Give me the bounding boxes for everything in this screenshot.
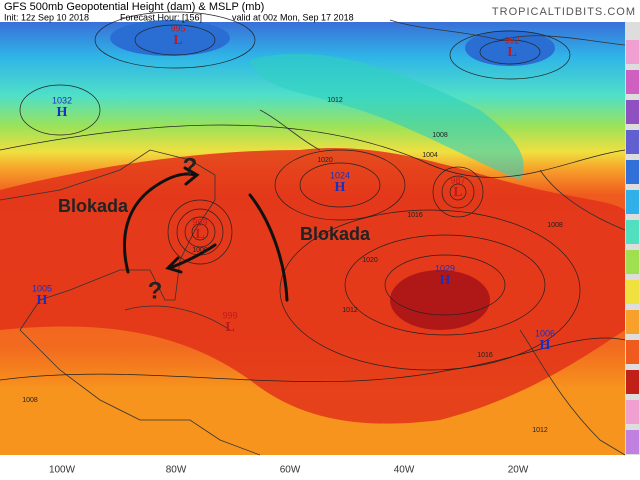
isobar-label: 1000: [192, 247, 208, 254]
center-type: H: [37, 293, 48, 308]
isobar-label: 1008: [432, 132, 448, 139]
annotation: ?: [148, 277, 163, 304]
isobar-label: 1020: [317, 157, 333, 164]
center-pressure: 1005: [32, 283, 52, 293]
center-type: H: [440, 273, 451, 288]
annotation: ?: [183, 153, 198, 180]
center-pressure: 987: [450, 175, 465, 185]
isobar-label: 1016: [407, 212, 423, 219]
isobar-label: 1004: [422, 152, 438, 159]
center-type: H: [540, 338, 551, 353]
center-type: H: [335, 180, 346, 195]
center-type: L: [225, 320, 234, 335]
title: GFS 500mb Geopotential Height (dam) & MS…: [4, 1, 264, 13]
isobar-label: 1008: [547, 222, 563, 229]
center-pressure: 969: [192, 217, 207, 227]
isobar-label: 1016: [477, 352, 493, 359]
arrows: [122, 166, 289, 302]
center-pressure: 1032: [52, 95, 72, 105]
center-type: L: [507, 45, 516, 60]
ridge: [0, 148, 625, 424]
isobars: [0, 11, 626, 382]
isobar-label: 1012: [532, 427, 548, 434]
isobar-label: 1012: [327, 97, 343, 104]
init: Init: 12z Sep 10 2018: [4, 12, 89, 22]
longitude-label: 100W: [49, 465, 76, 476]
longitude-label: 80W: [166, 465, 187, 476]
center-type: L: [453, 185, 462, 200]
center-pressure: 995: [170, 23, 185, 33]
ridge-core: [390, 270, 490, 330]
longitude-label: 60W: [280, 465, 301, 476]
center-pressure: 1029: [435, 263, 455, 273]
site: TROPICALTIDBITS.COM: [492, 6, 636, 18]
isobar-label: 1008: [22, 397, 38, 404]
annotation: Blokada: [58, 196, 129, 216]
valid-time: valid at 00z Mon, Sep 17 2018: [232, 12, 354, 22]
isobar-label: 1020: [362, 257, 378, 264]
center-type: L: [195, 227, 204, 242]
longitude-label: 20W: [508, 465, 529, 476]
annotation: Blokada: [300, 224, 371, 244]
longitude-label: 40W: [394, 465, 415, 476]
center-type: L: [173, 33, 182, 48]
isobar-label: 1012: [342, 307, 358, 314]
center-pressure: 992: [504, 35, 519, 45]
forecast-hour: Forecast Hour: [156]: [120, 12, 202, 22]
center-pressure: 1006: [535, 328, 555, 338]
center-pressure: 1024: [330, 170, 350, 180]
trough: [250, 53, 524, 181]
color-bar: [625, 22, 640, 455]
coastlines: [0, 19, 626, 456]
center-pressure: 999: [222, 310, 237, 320]
center-type: H: [57, 105, 68, 120]
low-core: [465, 30, 555, 66]
